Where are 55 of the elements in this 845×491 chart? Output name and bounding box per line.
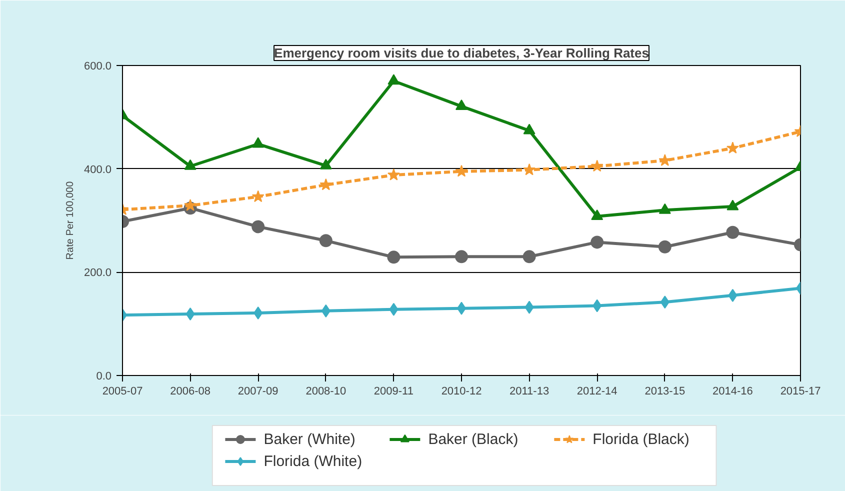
- point: [456, 99, 468, 110]
- point: [254, 306, 263, 320]
- y-axis-title: Rate Per 100,000: [64, 180, 76, 260]
- x-tick-label: 2007-09: [238, 386, 278, 398]
- x-tick-label: 2005-07: [102, 386, 143, 398]
- y-tick-label: 200.0: [84, 267, 112, 280]
- point: [591, 210, 604, 220]
- point: [252, 220, 265, 234]
- x-tick-label: 2009-11: [374, 386, 414, 398]
- point: [660, 296, 670, 309]
- point: [590, 160, 604, 172]
- point: [184, 199, 197, 211]
- point: [658, 154, 672, 166]
- legend-label: Baker (Black): [428, 431, 518, 448]
- point: [184, 159, 196, 170]
- legend-label: Florida (White): [264, 453, 362, 470]
- legend-label: Baker (White): [264, 431, 356, 448]
- x-tick-label: 2012-14: [576, 386, 618, 398]
- point: [726, 142, 739, 154]
- point: [321, 304, 330, 318]
- point: [726, 200, 739, 210]
- x-tick-label: 2015-17: [780, 386, 821, 398]
- x-tick-label: 2008-10: [306, 386, 346, 398]
- x-tick-label: 2014-16: [712, 386, 753, 398]
- point: [726, 226, 740, 239]
- point: [658, 203, 671, 214]
- point: [186, 308, 195, 321]
- point: [319, 234, 332, 248]
- point: [523, 124, 536, 134]
- y-tick-label: 400.0: [84, 164, 112, 176]
- chart-title: Emergency room visits due to diabetes, 3-Year Rolling Rates: [274, 46, 649, 60]
- point: [455, 164, 468, 177]
- y-tick-label: 600.0: [84, 60, 112, 72]
- point: [320, 178, 332, 190]
- point: [252, 190, 264, 202]
- y-tick-label: 0.0: [96, 370, 112, 382]
- point: [455, 250, 468, 264]
- point: [522, 250, 536, 264]
- point: [590, 236, 604, 249]
- point: [320, 158, 332, 170]
- x-tick-label: 2011-13: [510, 386, 550, 398]
- x-tick-label: 2013-15: [644, 386, 686, 398]
- point: [252, 137, 264, 148]
- point: [592, 299, 602, 312]
- point: [523, 163, 536, 176]
- point: [728, 288, 738, 302]
- x-tick-label: 2010-12: [441, 386, 482, 398]
- point: [387, 168, 400, 180]
- point: [388, 74, 400, 85]
- point: [524, 300, 534, 314]
- legend-label: Florida (Black): [592, 431, 690, 448]
- point: [389, 302, 398, 316]
- x-tick-label: 2006-08: [170, 386, 210, 398]
- point: [658, 240, 672, 254]
- point: [387, 250, 400, 264]
